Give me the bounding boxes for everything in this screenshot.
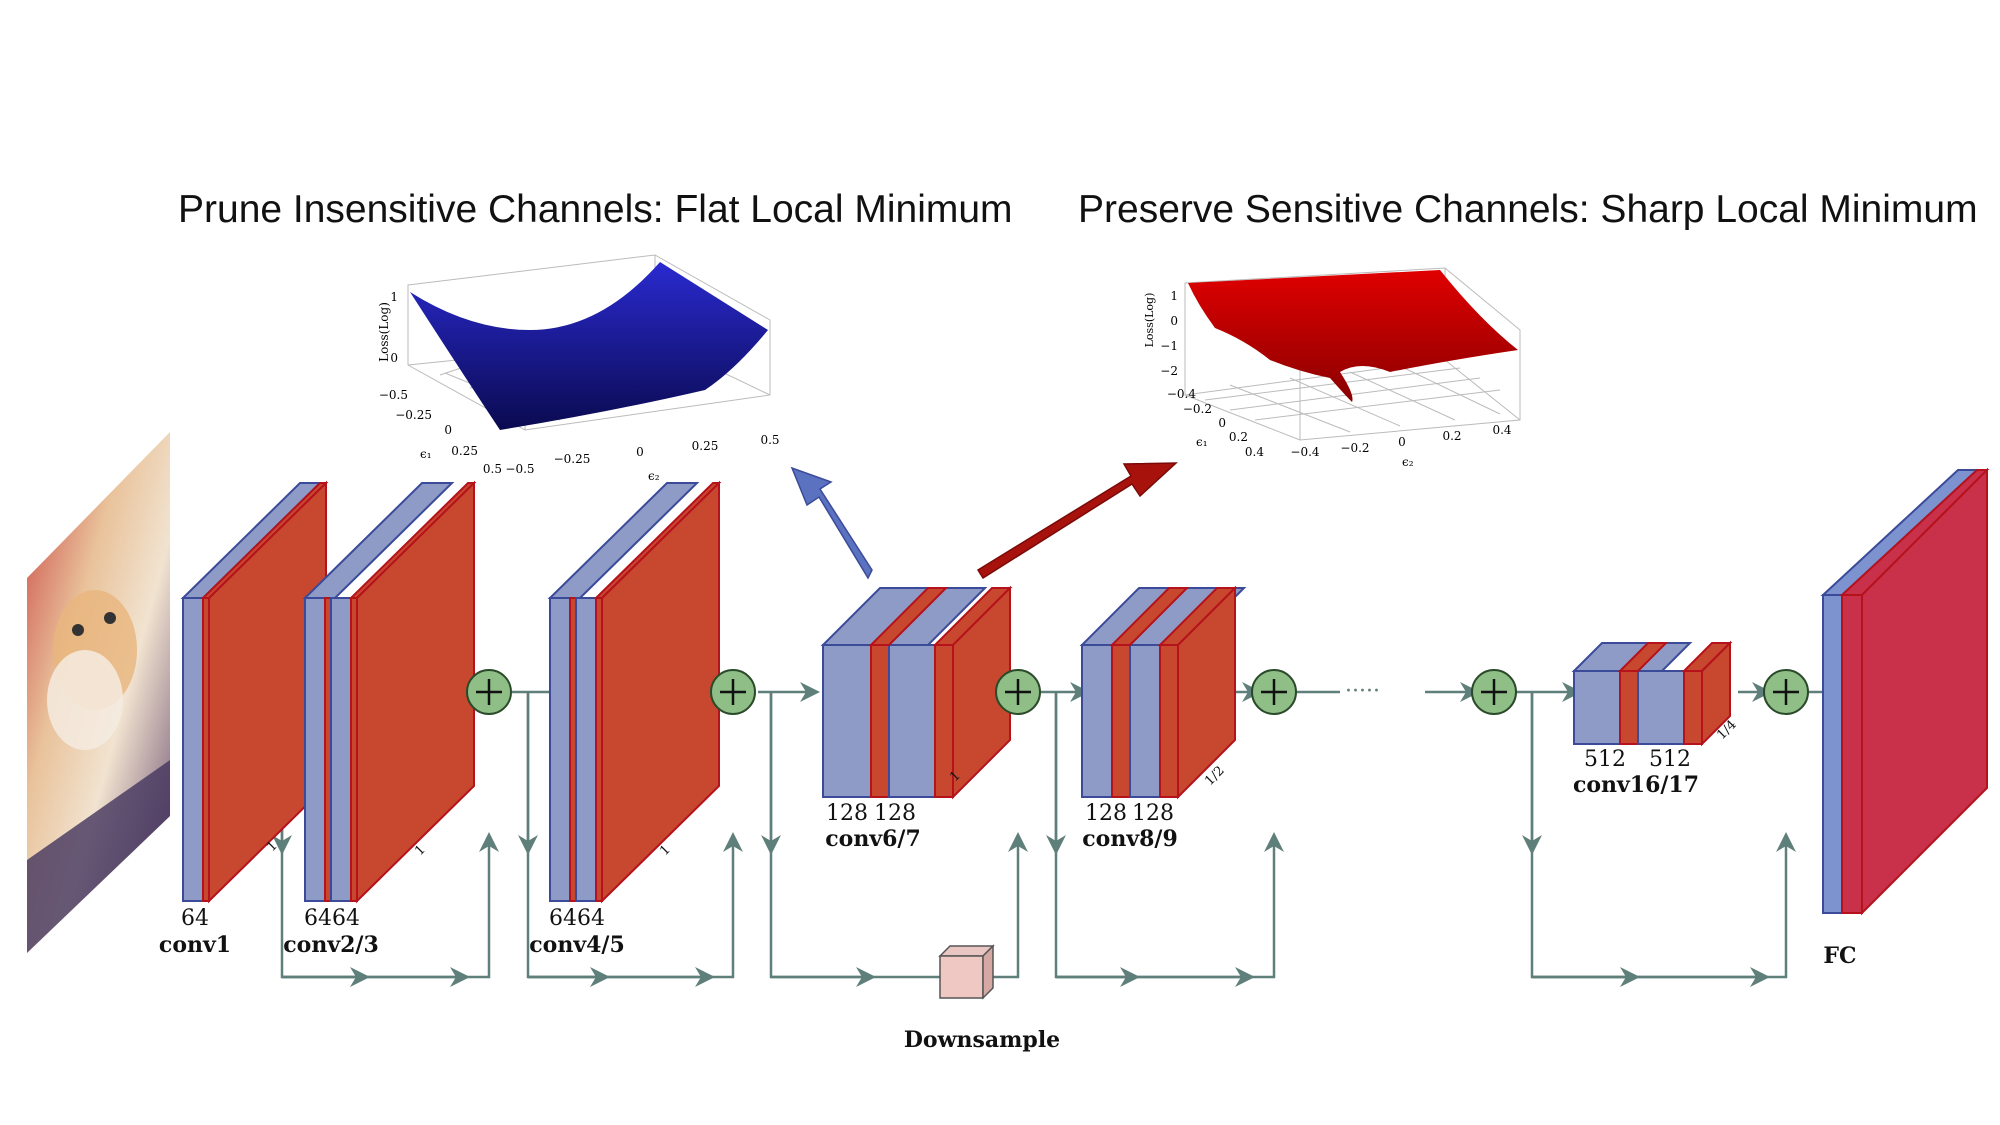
ellipsis: ····· [1345,679,1380,704]
flat-e2tick-2: −0.25 [554,452,591,466]
sharp-e1-label: ϵ₁ [1196,435,1208,449]
sharp-zlabel: Loss(Log) [1143,293,1156,348]
conv16-17-channel-b: 512 [1649,747,1691,772]
fc-block [1820,467,1990,916]
conv2-3-channel-b: 64 [332,906,360,931]
conv1-block [180,480,329,904]
sharp-e2tick-5: 0.4 [1492,423,1511,437]
flat-e1tick-3: 0 [444,423,452,437]
conv1-scale: 1 [264,838,280,854]
sharp-e2-label: ϵ₂ [1402,455,1414,469]
flat-e2tick-1: −0.5 [505,462,534,476]
flat-e1tick-4: 0.25 [451,444,478,458]
sharp-loss-plot: Loss(Log) 1 0 −1 −2 −0.4 −0.2 0 0.2 0.4 … [1143,267,1521,469]
flat-zlabel: Loss(Log) [377,302,391,362]
sharp-e1tick-5: 0.4 [1245,445,1264,459]
flat-e1tick-2: −0.25 [395,408,432,422]
add-nodes [466,669,1809,715]
add-node-2 [710,669,756,715]
sharp-e2tick-1: −0.4 [1290,445,1320,459]
add-node-4 [1251,669,1297,715]
flat-e2tick-3: 0 [636,445,644,459]
flat-e2tick-5: 0.5 [760,433,779,447]
sharp-e1tick-1: −0.4 [1167,387,1197,401]
sharp-e1tick-3: 0 [1218,416,1226,430]
flat-e2tick-4: 0.25 [692,439,719,453]
sharp-e2tick-2: −0.2 [1340,441,1369,455]
flat-e1tick-1: −0.5 [379,388,408,402]
sharp-ztick-4: −2 [1160,364,1178,378]
downsample-label: Downsample [904,1027,1060,1053]
add-node-6 [1763,669,1809,715]
downsample-cube [938,944,995,1000]
flat-e1-label: ϵ₁ [420,447,432,461]
flat-loss-plot: Loss(Log) 1 0 −0.5 −0.25 0 0.25 0.5 ϵ₁ −… [377,254,780,483]
conv6-7-channel-b: 128 [874,801,916,826]
conv1-channels: 64 [181,906,209,931]
conv2-3-channel-a: 64 [304,906,332,931]
flat-ztick-2: 0 [390,351,398,365]
sharp-e2tick-4: 0.2 [1442,429,1461,443]
flat-e1tick-5: 0.5 [483,462,502,476]
conv8-9-block [1079,585,1247,800]
add-node-5 [1471,669,1517,715]
flat-ztick-1: 1 [390,290,398,304]
right-title: Preserve Sensitive Channels: Sharp Local… [1078,188,1978,231]
conv1-label: conv1 [159,932,231,958]
red-pointer-arrow [976,462,1178,580]
sharp-e1tick-2: −0.2 [1183,402,1212,416]
conv8-9-channel-a: 128 [1085,801,1127,826]
conv6-7-channel-a: 128 [826,801,868,826]
conv8-9-label: conv8/9 [1082,826,1178,852]
sharp-ztick-2: 0 [1170,314,1178,328]
add-node-3 [995,669,1041,715]
conv16-17-label: conv16/17 [1573,772,1699,798]
left-title: Prune Insensitive Channels: Flat Local M… [178,188,1013,231]
conv16-17-channel-a: 512 [1584,747,1626,772]
sharp-surface [1188,270,1518,402]
input-cat-image [27,432,170,953]
conv2-3-scale: 1 [412,842,428,858]
conv4-5-channel-b: 64 [577,906,605,931]
sharp-e2tick-3: 0 [1398,435,1406,449]
conv6-7-label: conv6/7 [825,826,921,852]
flat-surface [410,262,768,430]
conv4-5-scale: 1 [657,842,673,858]
sharp-ztick-1: 1 [1170,289,1178,303]
conv8-9-channel-b: 128 [1132,801,1174,826]
conv2-3-label: conv2/3 [283,932,379,958]
fc-label: FC [1823,943,1856,969]
conv4-5-label: conv4/5 [529,932,625,958]
conv4-5-channel-a: 64 [549,906,577,931]
flat-e2-label: ϵ₂ [648,469,660,483]
conv4-5-block [547,480,722,904]
sharp-e1tick-4: 0.2 [1229,430,1248,444]
conv6-7-block [820,585,1013,800]
blue-pointer-arrow [790,466,873,580]
conv2-3-block [302,480,477,904]
sharp-ztick-3: −1 [1160,339,1178,353]
conv16-17-block [1571,640,1733,747]
add-node-1 [466,669,512,715]
